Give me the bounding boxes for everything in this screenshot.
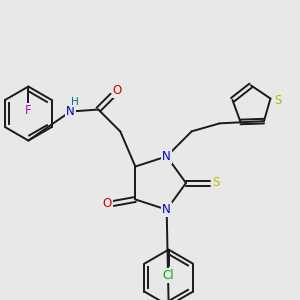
Text: N: N xyxy=(162,150,171,163)
Text: H: H xyxy=(71,97,79,106)
Text: O: O xyxy=(103,197,112,210)
Text: N: N xyxy=(162,203,171,216)
Text: Cl: Cl xyxy=(163,269,175,282)
Text: S: S xyxy=(274,94,281,107)
Text: O: O xyxy=(113,84,122,97)
Text: S: S xyxy=(212,176,220,190)
Text: F: F xyxy=(25,104,32,117)
Text: N: N xyxy=(66,105,75,118)
